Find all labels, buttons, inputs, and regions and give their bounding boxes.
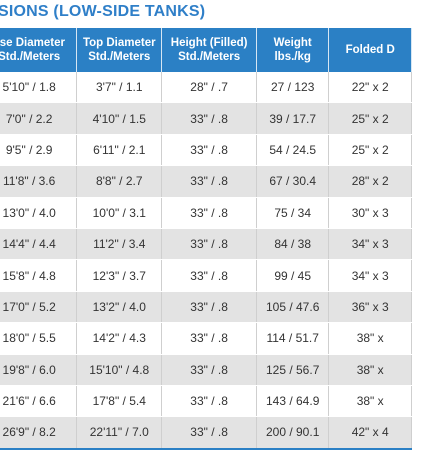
cell-weight: 105 / 47.6: [256, 291, 330, 324]
cell-base-diameter: 5'10" / 1.8: [0, 72, 78, 104]
header-line: Std./Meters: [88, 51, 151, 63]
table-row: 17'0" / 5.2 13'2" / 4.0 33" / .8 105 / 47.6…: [0, 291, 412, 324]
header-line: Top Diameter: [82, 37, 156, 49]
table-body: 5'10" / 1.8 3'7" / 1.1 28" / .7 27 / 123 22"…: [0, 72, 412, 450]
cell-height-filled: 33" / .8: [161, 259, 258, 292]
header-line: Height (Filled): [170, 37, 248, 49]
table-row: 7'0" / 2.2 4'10" / 1.5 33" / .8 39 / 17.7 25…: [0, 102, 412, 135]
cell-folded-dimensions: 28" x 2: [328, 165, 412, 198]
cell-folded-dimensions: 22" x 2: [328, 72, 412, 104]
cell-base-diameter: 13'0" / 4.0: [0, 197, 78, 229]
table-row: 26'9" / 8.2 22'11" / 7.0 33" / .8 200 / 90.…: [0, 416, 412, 450]
cell-folded-dimensions: 36" x 3: [328, 291, 412, 324]
cell-weight: 75 / 34: [256, 197, 330, 229]
cell-weight: 84 / 38: [256, 228, 330, 261]
table-row: 5'10" / 1.8 3'7" / 1.1 28" / .7 27 / 123 22"…: [0, 72, 412, 104]
table-row: 11'8" / 3.6 8'8" / 2.7 33" / .8 67 / 30.4 28…: [0, 165, 412, 198]
table-title: SIONS (LOW-SIDE TANKS): [0, 3, 206, 20]
header-base-diameter: ase Diameter Std./Meters: [0, 28, 78, 72]
cell-top-diameter: 10'0" / 3.1: [76, 197, 163, 229]
table-row: 9'5" / 2.9 6'11" / 2.1 33" / .8 54 / 24.5 25…: [0, 134, 412, 167]
header-line: lbs./kg: [274, 51, 311, 63]
header-row: ase Diameter Std./Meters Top Diameter Std.…: [0, 28, 412, 72]
cell-weight: 125 / 56.7: [256, 354, 330, 386]
cell-weight: 39 / 17.7: [256, 102, 330, 135]
cell-weight: 200 / 90.1: [256, 416, 330, 450]
cell-height-filled: 33" / .8: [161, 291, 258, 324]
table-row: 21'6" / 6.6 17'8" / 5.4 33" / .8 143 / 64.9…: [0, 385, 412, 418]
cell-top-diameter: 6'11" / 2.1: [76, 134, 163, 167]
cell-top-diameter: 13'2" / 4.0: [76, 291, 163, 324]
cell-height-filled: 33" / .8: [161, 416, 258, 450]
cell-base-diameter: 9'5" / 2.9: [0, 134, 78, 167]
cell-top-diameter: 11'2" / 3.4: [76, 228, 163, 261]
dimensions-table: ase Diameter Std./Meters Top Diameter Std.…: [0, 28, 412, 450]
header-height-filled: Height (Filled) Std./Meters: [161, 28, 258, 72]
cell-folded-dimensions: 25" x 2: [328, 102, 412, 135]
cell-folded-dimensions: 38" x: [328, 322, 412, 355]
cell-top-diameter: 17'8" / 5.4: [76, 385, 163, 418]
header-line: Folded D: [345, 44, 395, 56]
cell-height-filled: 33" / .8: [161, 102, 258, 135]
cell-base-diameter: 14'4" / 4.4: [0, 228, 78, 261]
cell-weight: 114 / 51.7: [256, 322, 330, 355]
cell-base-diameter: 15'8" / 4.8: [0, 259, 78, 292]
cell-height-filled: 33" / .8: [161, 134, 258, 167]
cell-folded-dimensions: 25" x 2: [328, 134, 412, 167]
table-row: 15'8" / 4.8 12'3" / 3.7 33" / .8 99 / 45 34"…: [0, 259, 412, 292]
header-line: Std./Meters: [0, 51, 61, 63]
cell-top-diameter: 14'2" / 4.3: [76, 322, 163, 355]
header-top-diameter: Top Diameter Std./Meters: [76, 28, 163, 72]
cell-top-diameter: 15'10" / 4.8: [76, 354, 163, 386]
cell-top-diameter: 3'7" / 1.1: [76, 72, 163, 104]
cell-height-filled: 33" / .8: [161, 197, 258, 229]
cell-height-filled: 33" / .8: [161, 385, 258, 418]
header-line: Weight: [273, 37, 312, 49]
cell-base-diameter: 18'0" / 5.5: [0, 322, 78, 355]
cell-base-diameter: 19'8" / 6.0: [0, 354, 78, 386]
table-row: 14'4" / 4.4 11'2" / 3.4 33" / .8 84 / 38 34"…: [0, 228, 412, 261]
cell-top-diameter: 4'10" / 1.5: [76, 102, 163, 135]
cell-base-diameter: 7'0" / 2.2: [0, 102, 78, 135]
table-row: 19'8" / 6.0 15'10" / 4.8 33" / .8 125 / 56.…: [0, 354, 412, 386]
cell-base-diameter: 21'6" / 6.6: [0, 385, 78, 418]
cell-top-diameter: 22'11" / 7.0: [76, 416, 163, 450]
cell-weight: 143 / 64.9: [256, 385, 330, 418]
header-weight: Weight lbs./kg: [256, 28, 330, 72]
cell-height-filled: 33" / .8: [161, 165, 258, 198]
cell-top-diameter: 12'3" / 3.7: [76, 259, 163, 292]
cell-folded-dimensions: 34" x 3: [328, 228, 412, 261]
header-line: Std./Meters: [178, 51, 241, 63]
cell-folded-dimensions: 42" x 4: [328, 416, 412, 450]
cell-height-filled: 28" / .7: [161, 72, 258, 104]
cell-height-filled: 33" / .8: [161, 354, 258, 386]
cell-folded-dimensions: 38" x: [328, 385, 412, 418]
table-row: 13'0" / 4.0 10'0" / 3.1 33" / .8 75 / 34 30"…: [0, 197, 412, 229]
header-line: ase Diameter: [0, 37, 65, 49]
cell-folded-dimensions: 34" x 3: [328, 259, 412, 292]
cell-top-diameter: 8'8" / 2.7: [76, 165, 163, 198]
cell-folded-dimensions: 38" x: [328, 354, 412, 386]
cell-weight: 67 / 30.4: [256, 165, 330, 198]
table-row: 18'0" / 5.5 14'2" / 4.3 33" / .8 114 / 51.7…: [0, 322, 412, 355]
cell-weight: 27 / 123: [256, 72, 330, 104]
table-header: ase Diameter Std./Meters Top Diameter Std.…: [0, 28, 412, 72]
cell-height-filled: 33" / .8: [161, 228, 258, 261]
cell-base-diameter: 26'9" / 8.2: [0, 416, 78, 450]
cell-base-diameter: 17'0" / 5.2: [0, 291, 78, 324]
header-folded-dimensions: Folded D: [328, 28, 412, 72]
cell-weight: 54 / 24.5: [256, 134, 330, 167]
cell-weight: 99 / 45: [256, 259, 330, 292]
cell-folded-dimensions: 30" x 3: [328, 197, 412, 229]
cell-height-filled: 33" / .8: [161, 322, 258, 355]
cell-base-diameter: 11'8" / 3.6: [0, 165, 78, 198]
